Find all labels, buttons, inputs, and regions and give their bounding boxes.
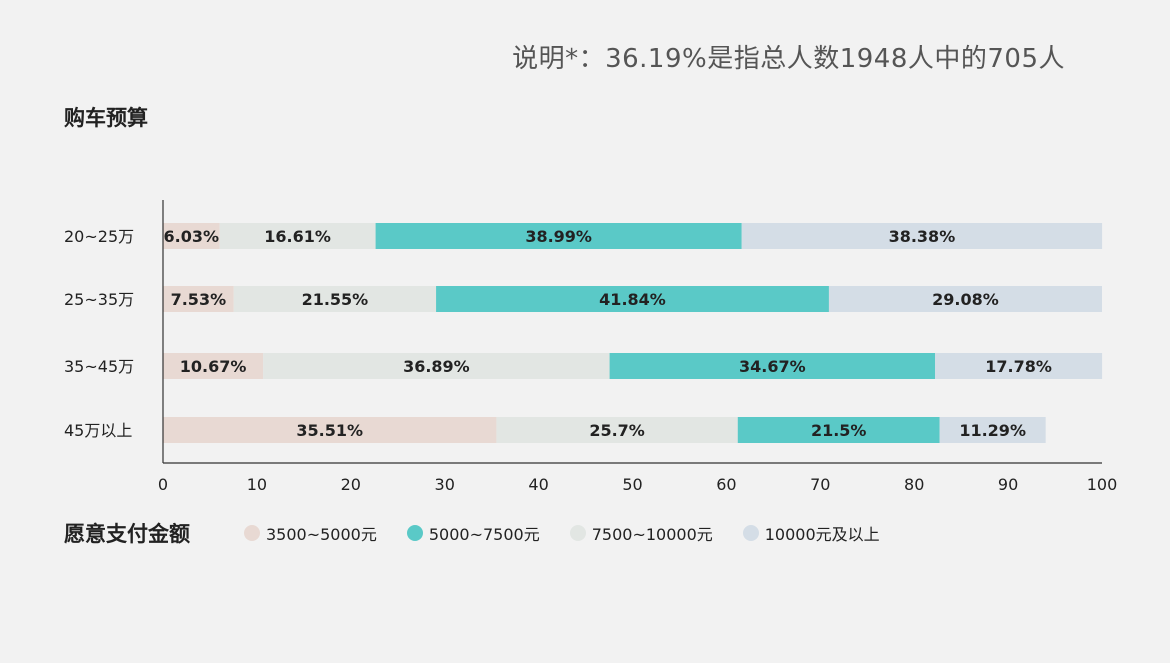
bar-segment <box>436 286 829 312</box>
x-tick-label: 10 <box>247 475 267 494</box>
bar-segment <box>741 223 1103 249</box>
data-label: 29.08% <box>932 290 999 309</box>
x-tick-label: 100 <box>1087 475 1118 494</box>
data-label: 6.03% <box>164 227 220 246</box>
legend-label: 7500~10000元 <box>591 525 713 544</box>
bar-segment <box>828 286 1102 312</box>
legend-label: 5000~7500元 <box>428 525 540 544</box>
bar-segment <box>609 353 936 379</box>
x-tick-label: 90 <box>998 475 1018 494</box>
legend-label: 3500~5000元 <box>266 525 377 544</box>
legend-item: 10000元及以上 <box>742 521 880 545</box>
bar-segment <box>939 417 1046 443</box>
data-label: 34.67% <box>739 357 806 376</box>
bar-segment <box>163 223 220 249</box>
legend: 愿意支付金额 3500~5000元 5000~7500元 7500~10000元 10… <box>64 518 910 548</box>
x-tick-label: 70 <box>810 475 830 494</box>
legend-item: 5000~7500元 <box>406 521 540 545</box>
x-tick-label: 20 <box>341 475 361 494</box>
bar-segment <box>263 353 610 379</box>
x-tick-label: 80 <box>904 475 924 494</box>
category-label: 25~35万 <box>64 290 134 309</box>
category-label: 45万以上 <box>64 421 132 440</box>
data-label: 17.78% <box>985 357 1052 376</box>
x-tick-label: 40 <box>528 475 548 494</box>
legend-title: 愿意支付金额 <box>64 522 190 546</box>
legend-item: 3500~5000元 <box>244 521 377 545</box>
bars-group <box>163 223 1103 443</box>
data-label: 25.7% <box>589 421 645 440</box>
x-tick-label: 0 <box>158 475 168 494</box>
data-label: 38.99% <box>525 227 592 246</box>
bar-segment <box>163 353 264 379</box>
bar-segment <box>496 417 738 443</box>
category-label: 20~25万 <box>64 227 134 246</box>
bar-segment <box>163 286 234 312</box>
data-label: 21.55% <box>302 290 369 309</box>
legend-items: 3500~5000元 5000~7500元 7500~10000元 10000元及以上 <box>244 521 910 545</box>
axes-group: 0 10 20 30 40 50 60 70 80 90 100 <box>158 200 1117 494</box>
bar-segment <box>163 417 497 443</box>
bar-segment <box>737 417 940 443</box>
bar-segment <box>219 223 376 249</box>
category-label: 35~45万 <box>64 357 134 376</box>
data-label: 11.29% <box>959 421 1026 440</box>
x-tick-label: 30 <box>435 475 455 494</box>
bar-segment <box>375 223 742 249</box>
bar-segment <box>233 286 437 312</box>
data-label: 7.53% <box>171 290 227 309</box>
chart-note: 说明*：36.19%是指总人数1948人中的705人 <box>512 44 1065 74</box>
data-label: 41.84% <box>599 290 666 309</box>
data-label: 35.51% <box>296 421 363 440</box>
data-labels-group: 6.03% 16.61% 38.99% 38.38% 7.53% 21.55% 41.84%… <box>164 227 1052 440</box>
category-labels-group: 20~25万 25~35万 35~45万 45万以上 <box>64 227 134 440</box>
x-tick-label: 60 <box>716 475 736 494</box>
legend-swatch-icon <box>244 525 260 541</box>
data-label: 36.89% <box>403 357 470 376</box>
bar-segment <box>935 353 1103 379</box>
data-label: 16.61% <box>264 227 331 246</box>
legend-swatch-icon <box>569 525 586 541</box>
legend-item: 7500~10000元 <box>569 521 713 545</box>
legend-label: 10000元及以上 <box>764 525 880 544</box>
legend-swatch-icon <box>742 525 759 541</box>
x-tick-label: 50 <box>622 475 642 494</box>
data-label: 38.38% <box>889 227 956 246</box>
legend-swatch-icon <box>406 525 423 541</box>
y-axis-title: 购车预算 <box>64 106 148 130</box>
data-label: 21.5% <box>811 421 867 440</box>
data-label: 10.67% <box>180 357 247 376</box>
